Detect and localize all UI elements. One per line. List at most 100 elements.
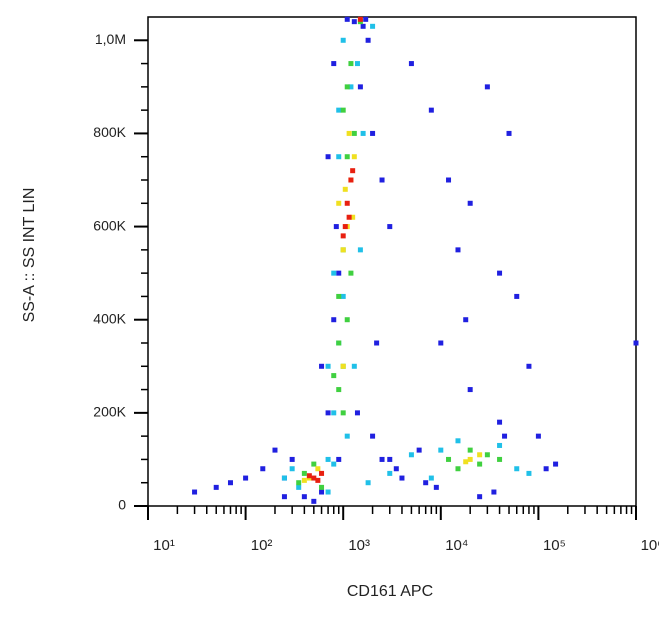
point bbox=[296, 484, 302, 490]
point bbox=[497, 456, 503, 462]
point bbox=[360, 23, 366, 29]
point bbox=[467, 456, 473, 462]
x-tick-label: 10⁶ bbox=[641, 537, 659, 554]
point bbox=[319, 489, 325, 495]
point bbox=[340, 233, 346, 239]
y-axis-label: SS-A :: SS INT LIN bbox=[21, 188, 38, 323]
point bbox=[526, 470, 532, 476]
point bbox=[477, 461, 483, 467]
point bbox=[428, 475, 434, 481]
point bbox=[497, 270, 503, 276]
point bbox=[351, 130, 357, 136]
point bbox=[491, 489, 497, 495]
point bbox=[370, 433, 376, 439]
point bbox=[446, 456, 452, 462]
point bbox=[351, 363, 357, 369]
point bbox=[416, 447, 422, 453]
point bbox=[348, 177, 354, 183]
point bbox=[311, 461, 317, 467]
point bbox=[344, 200, 350, 206]
point bbox=[354, 410, 360, 416]
point bbox=[526, 363, 532, 369]
point bbox=[351, 19, 357, 25]
point bbox=[348, 270, 354, 276]
point bbox=[213, 484, 219, 490]
point bbox=[497, 442, 503, 448]
point bbox=[543, 466, 549, 472]
point bbox=[351, 154, 357, 160]
point bbox=[227, 480, 233, 486]
point bbox=[340, 410, 346, 416]
point bbox=[446, 177, 452, 183]
point bbox=[477, 452, 483, 458]
point bbox=[289, 456, 295, 462]
point bbox=[350, 168, 356, 174]
point bbox=[289, 466, 295, 472]
point bbox=[357, 16, 363, 22]
point bbox=[325, 154, 331, 160]
point bbox=[296, 480, 302, 486]
point bbox=[514, 466, 520, 472]
point bbox=[497, 419, 503, 425]
x-axis-label: CD161 APC bbox=[347, 583, 433, 600]
point bbox=[325, 363, 331, 369]
point bbox=[336, 293, 342, 299]
point bbox=[192, 489, 198, 495]
y-tick-label: 1,0M bbox=[95, 31, 126, 47]
y-tick-label: 600K bbox=[93, 217, 126, 233]
point bbox=[311, 475, 317, 481]
point bbox=[387, 224, 393, 230]
point bbox=[365, 480, 371, 486]
point bbox=[365, 37, 371, 43]
x-tick-label: 10² bbox=[251, 537, 273, 554]
point bbox=[455, 247, 461, 253]
point bbox=[387, 456, 393, 462]
point bbox=[301, 470, 307, 476]
point bbox=[408, 61, 414, 67]
point bbox=[315, 466, 321, 472]
point bbox=[340, 107, 346, 113]
point bbox=[350, 214, 356, 220]
point bbox=[272, 447, 278, 453]
y-tick-label: 0 bbox=[118, 497, 126, 513]
point bbox=[477, 494, 483, 500]
point bbox=[484, 452, 490, 458]
point bbox=[336, 107, 342, 113]
point bbox=[374, 340, 380, 346]
point bbox=[633, 340, 639, 346]
point bbox=[348, 84, 354, 90]
plot-frame bbox=[147, 16, 637, 507]
point bbox=[553, 461, 559, 467]
point bbox=[342, 224, 348, 230]
point bbox=[342, 186, 348, 192]
point bbox=[315, 477, 321, 483]
point bbox=[331, 61, 337, 67]
point bbox=[514, 293, 520, 299]
x-tick-label: 10⁵ bbox=[543, 537, 566, 554]
point bbox=[408, 452, 414, 458]
point bbox=[357, 84, 363, 90]
point bbox=[467, 387, 473, 393]
y-tick-label: 400K bbox=[93, 310, 126, 326]
point bbox=[336, 387, 342, 393]
x-tick-label: 10⁴ bbox=[445, 537, 468, 554]
point bbox=[325, 456, 331, 462]
point bbox=[325, 410, 331, 416]
point bbox=[325, 489, 331, 495]
point bbox=[301, 477, 307, 483]
point bbox=[243, 475, 249, 481]
x-tick-label: 10³ bbox=[348, 537, 370, 554]
point bbox=[319, 363, 325, 369]
point bbox=[331, 373, 337, 379]
point bbox=[370, 130, 376, 136]
point bbox=[428, 107, 434, 113]
y-tick-label: 200K bbox=[93, 404, 126, 420]
point bbox=[399, 475, 405, 481]
point bbox=[336, 456, 342, 462]
point bbox=[340, 37, 346, 43]
point bbox=[387, 470, 393, 476]
point bbox=[506, 130, 512, 136]
point bbox=[357, 247, 363, 253]
point bbox=[340, 363, 346, 369]
